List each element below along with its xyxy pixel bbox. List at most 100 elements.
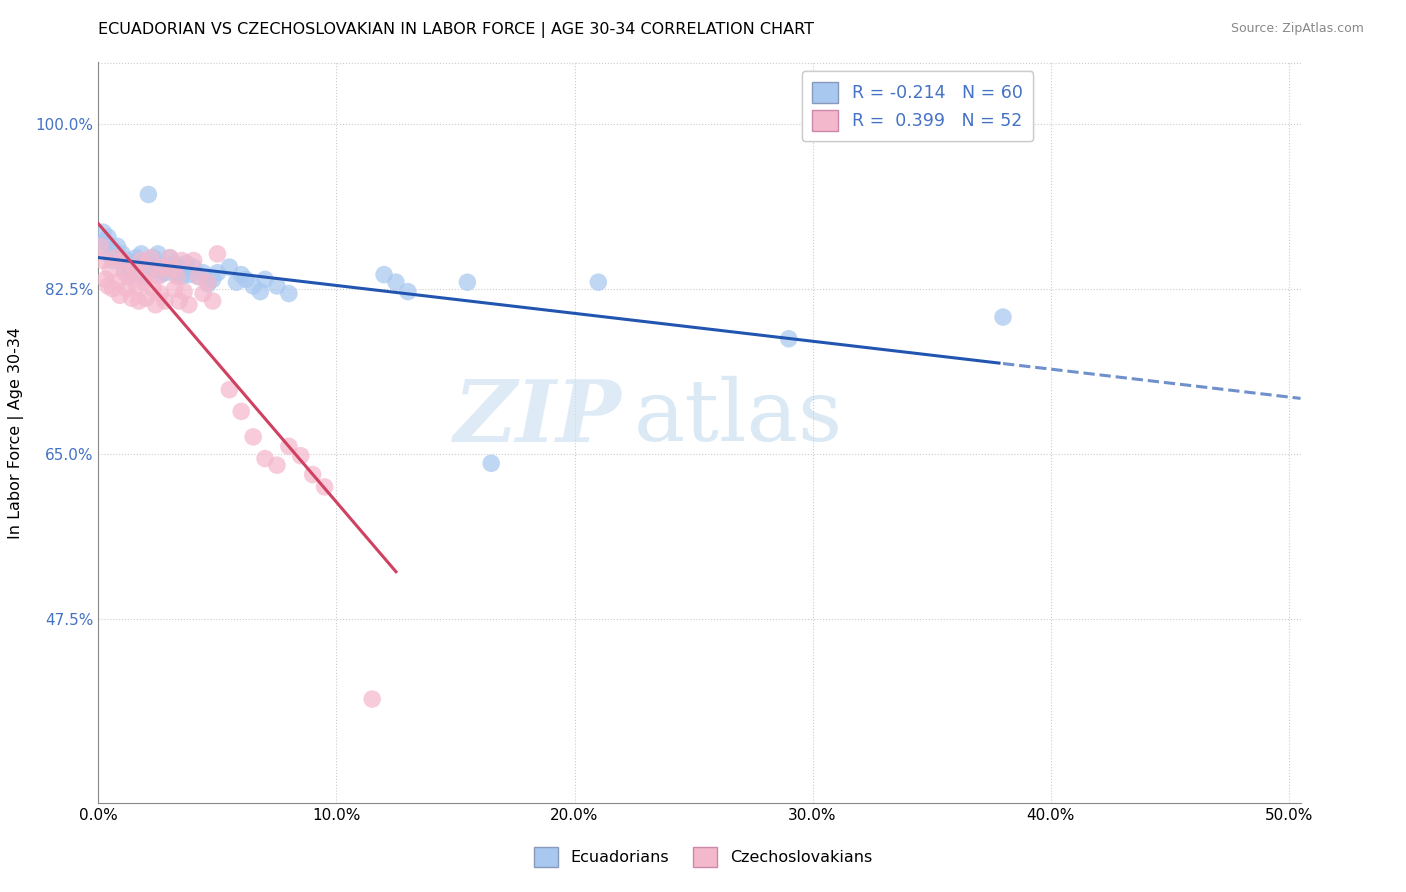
Point <box>98 263 121 277</box>
Point <box>314 480 336 494</box>
Point <box>277 439 299 453</box>
Point <box>361 692 384 706</box>
Point <box>177 268 200 282</box>
Point <box>121 260 143 274</box>
Point <box>266 458 288 472</box>
Point <box>114 266 136 280</box>
Legend: R = -0.214   N = 60, R =  0.399   N = 52: R = -0.214 N = 60, R = 0.399 N = 52 <box>801 71 1033 141</box>
Point <box>111 253 134 268</box>
Point <box>235 272 257 286</box>
Point <box>173 263 195 277</box>
Text: ZIP: ZIP <box>454 376 621 459</box>
Point <box>166 269 188 284</box>
Point <box>373 268 395 282</box>
Point <box>183 253 205 268</box>
Point <box>177 298 200 312</box>
Point <box>138 187 160 202</box>
Point <box>101 253 124 268</box>
Point <box>135 291 157 305</box>
Text: atlas: atlas <box>633 376 842 459</box>
Point <box>169 294 191 309</box>
Point <box>91 253 114 268</box>
Point <box>778 332 800 346</box>
Point <box>149 268 172 282</box>
Point <box>160 263 183 277</box>
Point <box>191 286 214 301</box>
Point <box>97 230 120 244</box>
Point <box>207 247 229 261</box>
Point <box>132 269 155 284</box>
Point <box>588 275 610 289</box>
Point <box>201 294 224 309</box>
Point <box>94 235 117 249</box>
Point <box>146 269 169 284</box>
Point <box>231 404 253 418</box>
Point <box>254 272 277 286</box>
Point <box>152 258 174 272</box>
Point <box>163 282 186 296</box>
Point <box>132 275 155 289</box>
Point <box>101 282 124 296</box>
Point <box>145 298 167 312</box>
Point <box>159 251 181 265</box>
Point <box>98 249 121 263</box>
Point <box>108 288 131 302</box>
Point <box>149 286 172 301</box>
Point <box>145 263 167 277</box>
Point <box>266 279 288 293</box>
Point <box>290 449 312 463</box>
Point <box>225 275 247 289</box>
Y-axis label: In Labor Force | Age 30-34: In Labor Force | Age 30-34 <box>8 326 24 539</box>
Point <box>277 286 299 301</box>
Point <box>254 451 277 466</box>
Point <box>115 253 138 268</box>
Point <box>128 263 150 277</box>
Point <box>115 282 138 296</box>
Point <box>94 272 117 286</box>
Point <box>170 269 193 284</box>
Point <box>197 277 219 291</box>
Point <box>991 310 1014 324</box>
Point <box>138 266 160 280</box>
Legend: Ecuadorians, Czechoslovakians: Ecuadorians, Czechoslovakians <box>527 841 879 873</box>
Point <box>97 279 120 293</box>
Point <box>135 253 157 268</box>
Point <box>142 251 165 265</box>
Point <box>218 260 240 274</box>
Point <box>104 244 127 258</box>
Point <box>396 285 419 299</box>
Point <box>142 282 165 296</box>
Point <box>231 268 253 282</box>
Point <box>153 266 176 280</box>
Point <box>183 260 205 274</box>
Point <box>242 279 264 293</box>
Point <box>242 430 264 444</box>
Point <box>118 269 141 284</box>
Point <box>108 251 131 265</box>
Point <box>125 279 148 293</box>
Point <box>90 239 112 253</box>
Point <box>249 285 271 299</box>
Point <box>170 253 193 268</box>
Point <box>301 467 323 482</box>
Point <box>146 247 169 261</box>
Point <box>104 251 127 265</box>
Point <box>118 268 141 282</box>
Point <box>114 263 136 277</box>
Point <box>128 294 150 309</box>
Point <box>176 256 198 270</box>
Point <box>166 268 188 282</box>
Point <box>159 251 181 265</box>
Point <box>91 225 114 239</box>
Point <box>479 456 502 470</box>
Point <box>169 260 191 274</box>
Point <box>129 247 152 261</box>
Point <box>111 247 134 261</box>
Point <box>218 383 240 397</box>
Point <box>107 239 129 253</box>
Point <box>187 269 209 284</box>
Point <box>121 291 143 305</box>
Point <box>207 266 229 280</box>
Point <box>122 263 145 277</box>
Text: Source: ZipAtlas.com: Source: ZipAtlas.com <box>1230 22 1364 36</box>
